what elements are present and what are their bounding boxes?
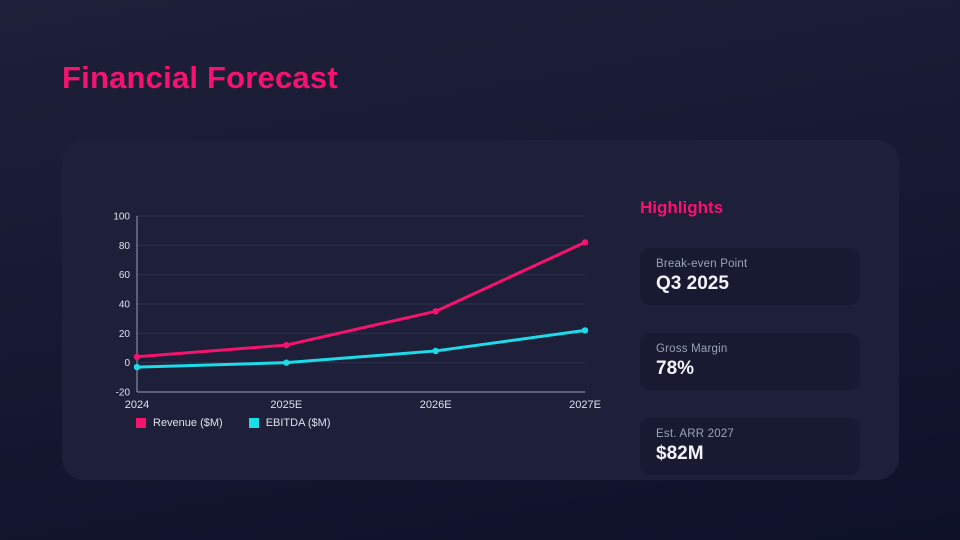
highlights-card-list: Break-even Point Q3 2025 Gross Margin 78… — [640, 248, 860, 475]
forecast-line-chart: -20 0 20 40 60 80 100 2024 2025E 2026E 2027E — [113, 212, 601, 412]
svg-text:40: 40 — [119, 300, 131, 311]
legend-item-ebitda: EBITDA ($M) — [248, 417, 331, 429]
highlight-card-gross-margin: Gross Margin 78% — [640, 333, 860, 390]
svg-text:80: 80 — [119, 241, 131, 252]
highlight-card-arr: Est. ARR 2027 $82M — [640, 418, 860, 475]
svg-text:-20: -20 — [116, 388, 131, 399]
svg-text:60: 60 — [119, 270, 131, 281]
legend-item-revenue: Revenue ($M) — [136, 417, 223, 429]
card-label: Break-even Point — [656, 258, 748, 270]
legend-label-ebitda: EBITDA ($M) — [265, 417, 331, 429]
highlight-card-breakeven: Break-even Point Q3 2025 — [640, 248, 860, 305]
revenue-swatch-icon — [136, 418, 146, 428]
forecast-panel: -20 0 20 40 60 80 100 2024 2025E 2026E 2027E Reven… — [62, 140, 899, 480]
svg-text:2025E: 2025E — [270, 399, 302, 411]
card-label: Gross Margin — [656, 343, 728, 355]
ebitda-swatch-icon — [248, 418, 259, 428]
chart-legend: Revenue ($M) EBITDA ($M) — [136, 417, 331, 429]
legend-label-revenue: Revenue ($M) — [153, 417, 223, 429]
highlights-title: Highlights — [640, 198, 724, 217]
chart-area: -20 0 20 40 60 80 100 2024 2025E 2026E 2027E — [95, 190, 625, 420]
card-value: $82M — [656, 443, 704, 464]
svg-text:0: 0 — [124, 358, 130, 369]
svg-text:2024: 2024 — [125, 399, 149, 411]
svg-text:2026E: 2026E — [420, 399, 452, 411]
svg-text:20: 20 — [119, 329, 131, 340]
card-label: Est. ARR 2027 — [656, 428, 735, 440]
page-title: Financial Forecast — [62, 60, 338, 95]
card-value: Q3 2025 — [656, 273, 729, 294]
svg-text:2027E: 2027E — [569, 399, 601, 411]
card-value: 78% — [656, 358, 695, 379]
svg-text:100: 100 — [113, 212, 130, 223]
